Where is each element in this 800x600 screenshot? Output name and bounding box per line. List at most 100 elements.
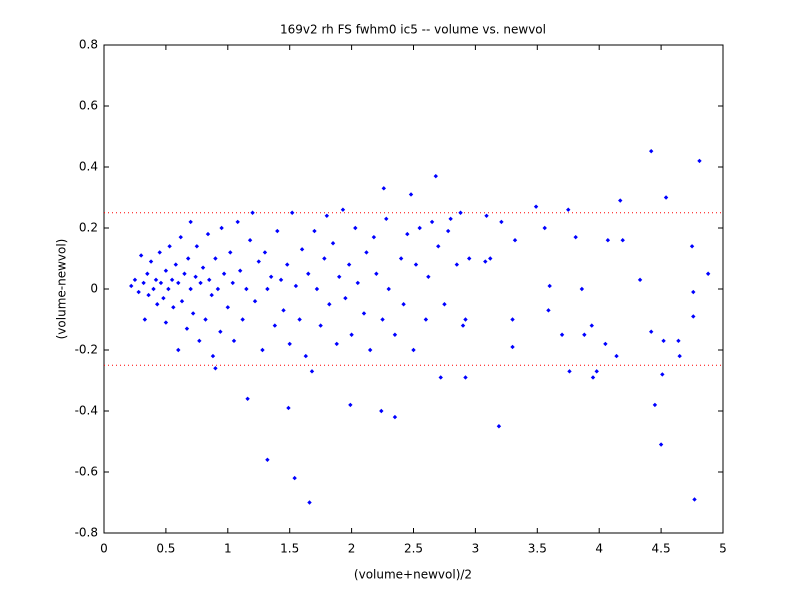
point (371, 234, 377, 240)
point (286, 405, 291, 411)
point (330, 241, 336, 246)
point (138, 253, 144, 258)
point (637, 277, 643, 283)
point (240, 317, 245, 322)
point (361, 311, 367, 316)
point (663, 195, 669, 200)
point (384, 216, 389, 222)
y-tick-label: 0.8 (79, 38, 98, 52)
point (381, 186, 386, 191)
point (213, 366, 218, 371)
point (677, 353, 682, 359)
point (163, 320, 169, 325)
point (436, 244, 441, 249)
point (496, 424, 502, 429)
point (225, 305, 230, 310)
point (433, 173, 438, 179)
point (145, 271, 150, 276)
point (618, 198, 623, 203)
point (691, 289, 696, 295)
point (303, 353, 308, 359)
point (546, 308, 551, 313)
point (215, 286, 221, 292)
point (438, 375, 443, 380)
point (185, 256, 191, 261)
point (209, 292, 214, 298)
point (228, 250, 233, 255)
point (340, 207, 346, 212)
x-tick-label: 2 (348, 542, 356, 556)
point (512, 238, 518, 243)
point (244, 286, 249, 292)
point (188, 286, 193, 292)
point (542, 225, 547, 231)
point (322, 256, 327, 261)
y-tick-label: -0.4 (75, 404, 98, 418)
point (355, 280, 360, 286)
y-tick-label: 0.6 (79, 99, 98, 113)
point (658, 442, 664, 447)
point (483, 259, 488, 264)
point (314, 286, 320, 292)
x-tick-label: 5 (719, 542, 727, 556)
point (467, 256, 472, 261)
point (197, 338, 202, 344)
x-tick-label: 4 (595, 542, 603, 556)
point (411, 347, 416, 353)
point (299, 247, 305, 252)
point (605, 238, 611, 243)
chart-title: 169v2 rh FS fwhm0 ic5 -- volume vs. newv… (280, 23, 546, 37)
point (429, 219, 435, 225)
point (405, 231, 410, 237)
point (213, 256, 218, 261)
point (676, 338, 681, 344)
point (132, 277, 138, 283)
point (603, 341, 608, 347)
point (488, 256, 493, 261)
point (171, 305, 176, 310)
point (379, 408, 384, 414)
point (337, 274, 342, 279)
point (380, 317, 385, 322)
point (324, 213, 330, 218)
point (334, 341, 339, 347)
point (281, 308, 286, 313)
point (210, 353, 216, 359)
point (559, 332, 565, 337)
point (533, 204, 539, 209)
plot-frame (103, 44, 724, 534)
point (661, 338, 666, 344)
point (184, 326, 190, 331)
point (285, 262, 290, 267)
point (297, 317, 302, 322)
point (205, 231, 211, 237)
point (401, 302, 406, 307)
point (231, 338, 237, 344)
point (260, 347, 265, 353)
point (161, 295, 166, 301)
point (198, 280, 203, 286)
point (265, 286, 270, 292)
y-tick-label: -0.2 (75, 343, 98, 357)
point (275, 228, 280, 234)
point (129, 283, 134, 289)
point (327, 302, 332, 307)
point (648, 329, 654, 334)
point (292, 475, 297, 481)
point (178, 234, 183, 240)
point (136, 289, 141, 295)
point (148, 259, 154, 264)
point (652, 402, 658, 408)
point (567, 369, 572, 374)
point (237, 268, 243, 273)
point (256, 259, 261, 264)
point (353, 225, 358, 231)
point (190, 311, 196, 316)
point (219, 225, 224, 231)
point (442, 302, 447, 307)
point (309, 369, 315, 374)
y-tick-label: -0.8 (75, 526, 98, 540)
point (173, 262, 179, 267)
point (510, 317, 515, 322)
